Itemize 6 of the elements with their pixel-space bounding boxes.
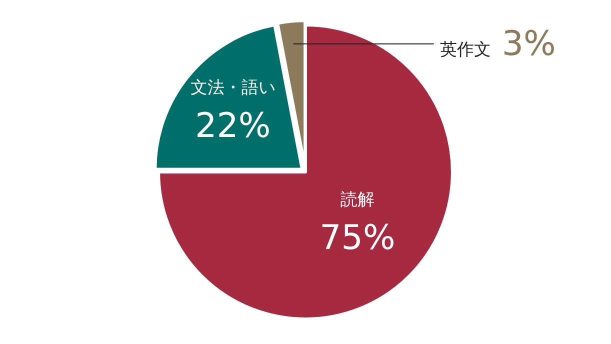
slice-label: 読解 [340,190,374,210]
slice-label: 文法・語い [190,78,276,98]
data-label: 75% [320,218,396,258]
data-label: 3% [502,24,556,64]
data-label: 22% [195,106,271,146]
slice-label: 英作文 [440,40,491,60]
